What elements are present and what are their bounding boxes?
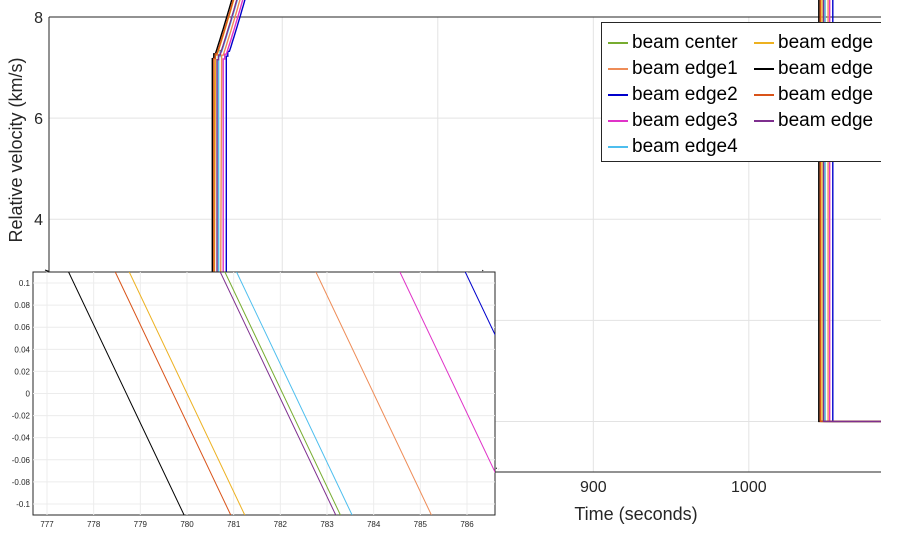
legend-label: beam edge1	[632, 58, 738, 79]
legend-label: beam edge3	[632, 110, 738, 131]
inset-x-tick-label: 780	[180, 520, 194, 529]
legend-swatch	[754, 94, 774, 96]
legend-label: beam edge	[778, 84, 874, 105]
inset-y-tick-label: 0	[26, 390, 31, 399]
legend-label: beam edge	[778, 58, 874, 79]
legend-label: beam edge2	[632, 84, 738, 105]
legend-item: beam edge3	[608, 108, 738, 134]
inset-series-line	[464, 272, 495, 336]
inset-x-tick-label: 782	[274, 520, 288, 529]
inset-series-line	[399, 272, 495, 474]
inset-series-line	[224, 272, 341, 515]
inset-series-line	[219, 272, 337, 515]
legend-label: beam edge	[778, 32, 874, 53]
legend-swatch	[754, 42, 774, 44]
x-tick-label: 1000	[731, 479, 767, 496]
x-tick-label: 900	[580, 479, 607, 496]
inset-series-line	[128, 272, 246, 515]
legend-swatch	[754, 68, 774, 70]
inset-y-tick-label: 0.02	[14, 367, 30, 376]
inset-chart: 777 778 779 780 781 782 783 784 785 786 0.1 0.08 0.0…	[12, 271, 496, 529]
y-tick-label: 6	[34, 111, 43, 128]
legend-label: beam edge4	[632, 136, 738, 157]
inset-y-tick-label: 0.04	[14, 345, 30, 354]
inset-x-tick-label: 779	[134, 520, 148, 529]
inset-y-tick-label: -0.04	[12, 434, 31, 443]
legend-swatch	[608, 120, 628, 122]
legend-swatch	[754, 120, 774, 122]
y-tick-label: 8	[34, 10, 43, 27]
inset-x-tick-label: 783	[320, 520, 334, 529]
y-tick-label: 4	[34, 212, 43, 229]
legend-label: beam edge	[778, 110, 874, 131]
legend-swatch	[608, 94, 628, 96]
inset-x-tick-label: 786	[460, 520, 474, 529]
legend-item: beam center	[608, 30, 738, 56]
legend-item: beam edge4	[608, 134, 738, 160]
inset-x-tick-label: 778	[87, 520, 101, 529]
inset-lines	[68, 272, 495, 515]
inset-x-tick-label: 777	[40, 520, 54, 529]
legend-swatch	[608, 146, 628, 148]
legend-item: beam edge	[754, 82, 873, 108]
inset-x-tick-label: 785	[414, 520, 428, 529]
legend-item: beam edge	[754, 56, 873, 82]
legend-swatch	[608, 42, 628, 44]
inset-y-tick-label: -0.08	[12, 478, 31, 487]
legend-swatch	[608, 68, 628, 70]
legend-item: beam edge	[754, 30, 873, 56]
inset-y-tick-label: -0.1	[16, 500, 30, 509]
inset-y-tick-label: -0.06	[12, 456, 31, 465]
inset-y-tick-label: -0.02	[12, 412, 31, 421]
inset-series-line	[236, 272, 353, 515]
legend-item: beam edge	[754, 108, 873, 134]
inset-series-line	[114, 272, 232, 515]
inset-series-line	[315, 272, 432, 515]
inset-x-tick-label: 784	[367, 520, 381, 529]
legend: beam center beam edge1 beam edge2 beam e…	[601, 22, 881, 162]
x-axis-label: Time (seconds)	[574, 504, 697, 524]
legend-item: beam edge2	[608, 82, 738, 108]
y-axis-label: Relative velocity (km/s)	[6, 57, 26, 242]
inset-y-tick-label: 0.08	[14, 301, 30, 310]
inset-y-tick-label: 0.06	[14, 323, 30, 332]
inset-series-line	[68, 272, 185, 515]
legend-label: beam center	[632, 32, 738, 53]
legend-item: beam edge1	[608, 56, 738, 82]
inset-x-tick-label: 781	[227, 520, 241, 529]
inset-y-tick-label: 0.1	[19, 279, 31, 288]
